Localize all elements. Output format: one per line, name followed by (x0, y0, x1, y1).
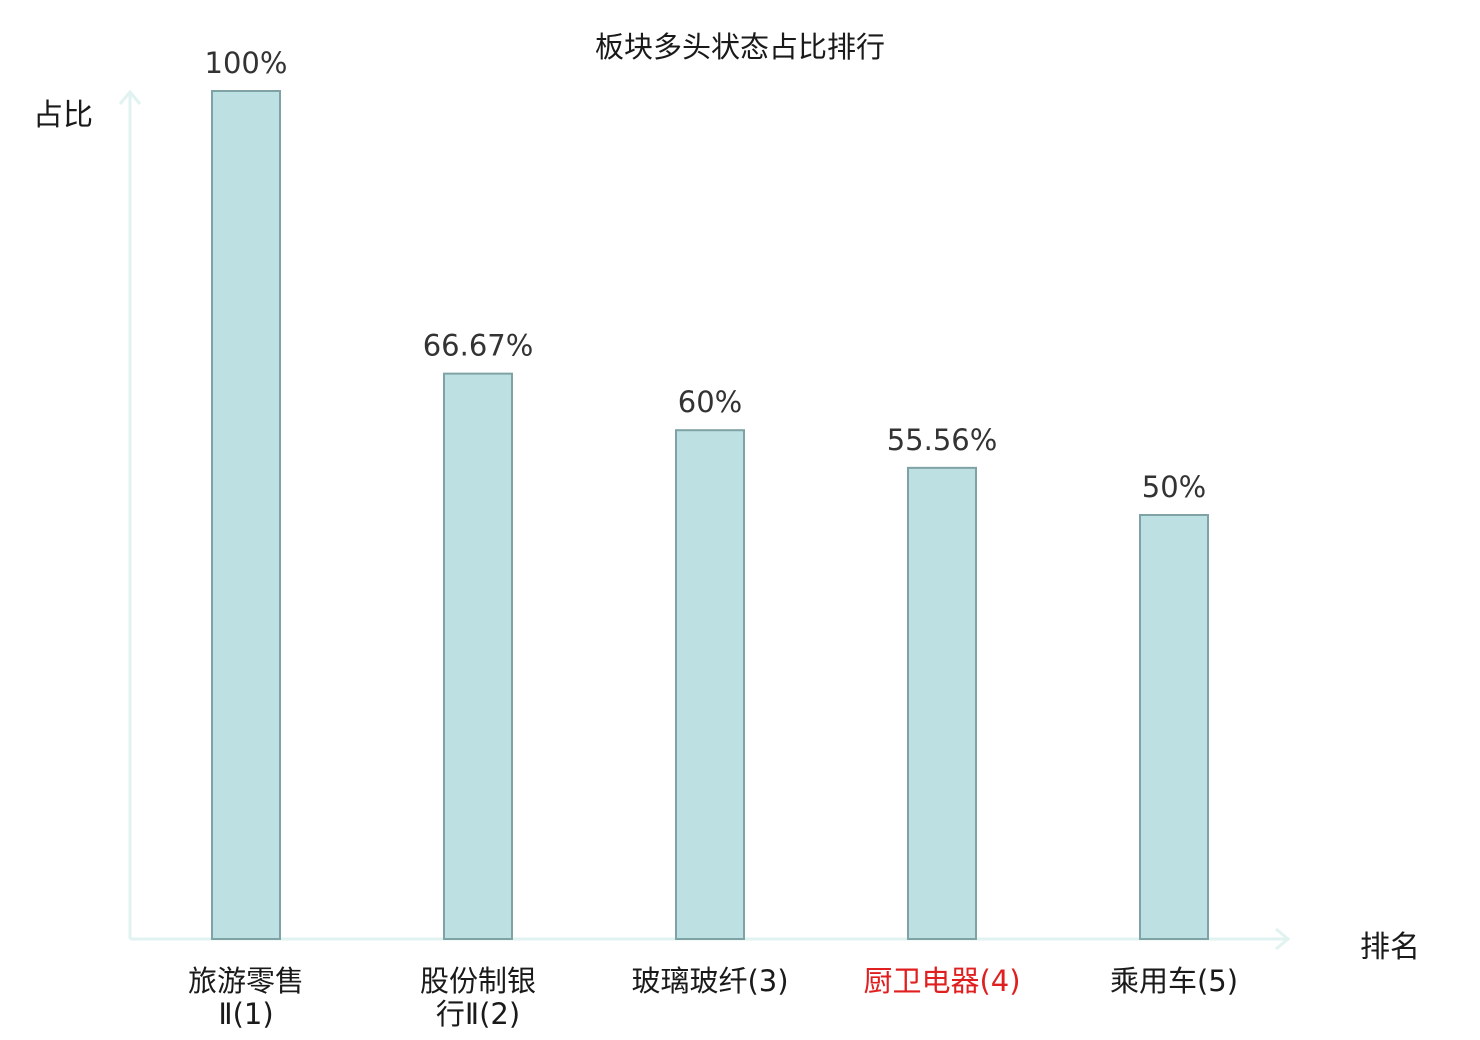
value-label: 60% (678, 385, 742, 419)
category-label: 厨卫电器(4) (842, 965, 1042, 998)
x-axis-label: 排名 (1360, 930, 1420, 965)
category-label: 股份制银 行Ⅱ(2) (378, 965, 578, 1031)
category-label-line: 乘用车(5) (1109, 964, 1239, 998)
category-label-line: 股份制银 (419, 964, 536, 998)
bar (211, 90, 281, 940)
value-label: 66.67% (423, 329, 534, 363)
chart-title: 板块多头状态占比排行 (594, 30, 885, 64)
category-label-line: 行Ⅱ(2) (435, 997, 521, 1031)
category-label-line: 旅游零售 (187, 964, 304, 998)
y-axis-arrow (118, 89, 142, 105)
category-label-line: Ⅱ(1) (218, 997, 274, 1031)
value-label: 50% (1142, 470, 1206, 504)
category-label: 玻璃玻纤(3) (610, 965, 810, 998)
y-axis-label: 占比 (33, 98, 93, 133)
value-label: 55.56% (887, 423, 998, 457)
bar (675, 429, 745, 940)
category-label: 旅游零售 Ⅱ(1) (146, 965, 346, 1031)
category-label-line: 厨卫电器(4) (863, 964, 1021, 998)
x-axis-arrow (1275, 927, 1291, 951)
category-label-line: 玻璃玻纤(3) (631, 964, 789, 998)
bar (443, 372, 513, 940)
bar (907, 466, 977, 940)
value-label: 100% (205, 46, 288, 80)
category-label: 乘用车(5) (1074, 965, 1274, 998)
bar (1139, 514, 1209, 940)
